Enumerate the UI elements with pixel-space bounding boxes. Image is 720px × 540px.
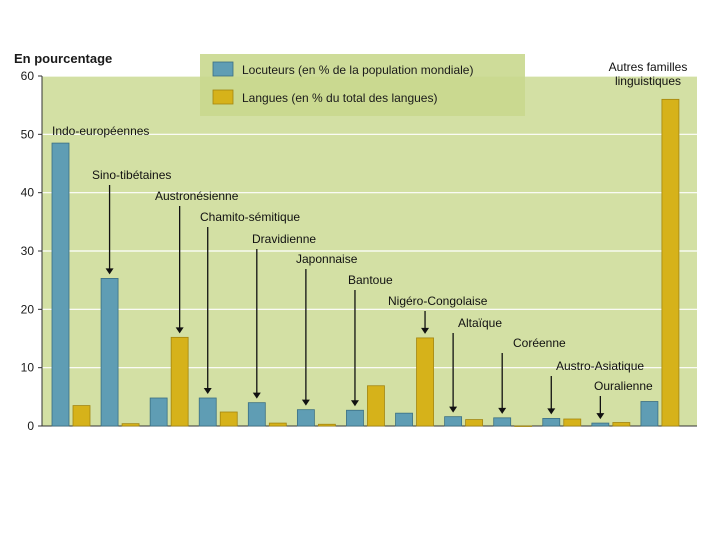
family-label: Chamito-sémitique xyxy=(200,210,300,224)
arrow-head xyxy=(596,413,605,420)
bar-langues xyxy=(367,385,385,427)
y-tick-label: 0 xyxy=(27,419,34,433)
family-label: Ouralienne xyxy=(594,379,653,393)
legend: Locuteurs (en % de la population mondial… xyxy=(200,54,525,116)
bar-langues xyxy=(170,336,189,427)
bar-langues xyxy=(219,411,238,427)
y-axis-label: En pourcentage xyxy=(14,51,112,66)
family-label: Sino-tibétaines xyxy=(92,168,171,182)
bar-langues xyxy=(121,423,140,427)
family-label: Indo-européennes xyxy=(52,124,149,138)
bar-langues xyxy=(661,98,680,427)
arrow-head xyxy=(301,399,310,406)
arrow-head xyxy=(350,400,359,407)
y-tick-label: 30 xyxy=(21,244,35,258)
bar-locuteurs xyxy=(640,401,659,427)
legend-box xyxy=(200,54,525,116)
family-label: Autres familles linguistiques xyxy=(609,60,688,88)
bar-langues xyxy=(612,422,631,427)
y-tick-label: 50 xyxy=(21,127,35,141)
arrow-head xyxy=(203,388,212,394)
family-labels: Indo-européennes Sino-tibétaines Austronés… xyxy=(52,60,688,420)
family-label: Altaïque xyxy=(458,316,502,330)
arrow-head xyxy=(449,406,458,413)
bar-langues xyxy=(416,337,434,427)
bar-locuteurs xyxy=(198,397,217,427)
bar-locuteurs xyxy=(395,412,413,427)
bar-locuteurs xyxy=(247,402,266,427)
bar-locuteurs xyxy=(51,142,70,427)
y-tick-label: 10 xyxy=(21,361,35,375)
family-label: Austro-Asiatique xyxy=(556,359,644,373)
bar-locuteurs xyxy=(493,417,512,427)
arrow-head xyxy=(252,392,261,399)
bar-locuteurs xyxy=(542,418,561,427)
family-label: Nigéro-Congolaise xyxy=(388,294,488,308)
bar-langues xyxy=(72,405,91,427)
bar-locuteurs xyxy=(149,397,168,427)
bar-langues xyxy=(563,418,582,427)
bars xyxy=(51,98,680,427)
legend-label-locuteurs: Locuteurs (en % de la population mondial… xyxy=(242,63,473,77)
y-tick-label: 40 xyxy=(21,186,35,200)
y-tick-label: 20 xyxy=(21,302,35,316)
legend-label-langues: Langues (en % du total des langues) xyxy=(242,91,437,105)
bar-locuteurs xyxy=(346,409,364,427)
bar-langues xyxy=(268,422,287,427)
family-label: Dravidienne xyxy=(252,232,316,246)
y-tick-label: 60 xyxy=(21,69,35,83)
arrow-head xyxy=(498,407,507,414)
bar-locuteurs xyxy=(296,409,315,427)
bar-locuteurs xyxy=(444,416,463,427)
bar-langues xyxy=(465,419,484,427)
arrow-head xyxy=(105,268,114,275)
legend-swatch-locuteurs xyxy=(212,61,234,77)
bar-locuteurs xyxy=(100,278,119,427)
bar-langues xyxy=(317,423,336,427)
y-tick-labels: 0 10 20 30 40 50 60 xyxy=(21,69,42,433)
family-label: Austronésienne xyxy=(155,189,239,203)
family-label: Coréenne xyxy=(513,336,566,350)
arrow-head xyxy=(421,327,430,334)
bar-locuteurs xyxy=(591,422,610,427)
family-label: Bantoue xyxy=(348,273,393,287)
family-label: Japonnaise xyxy=(296,252,358,266)
arrow-head xyxy=(175,327,184,334)
bar-langues xyxy=(514,425,533,427)
arrow-head xyxy=(547,408,556,415)
legend-swatch-langues xyxy=(212,89,234,105)
